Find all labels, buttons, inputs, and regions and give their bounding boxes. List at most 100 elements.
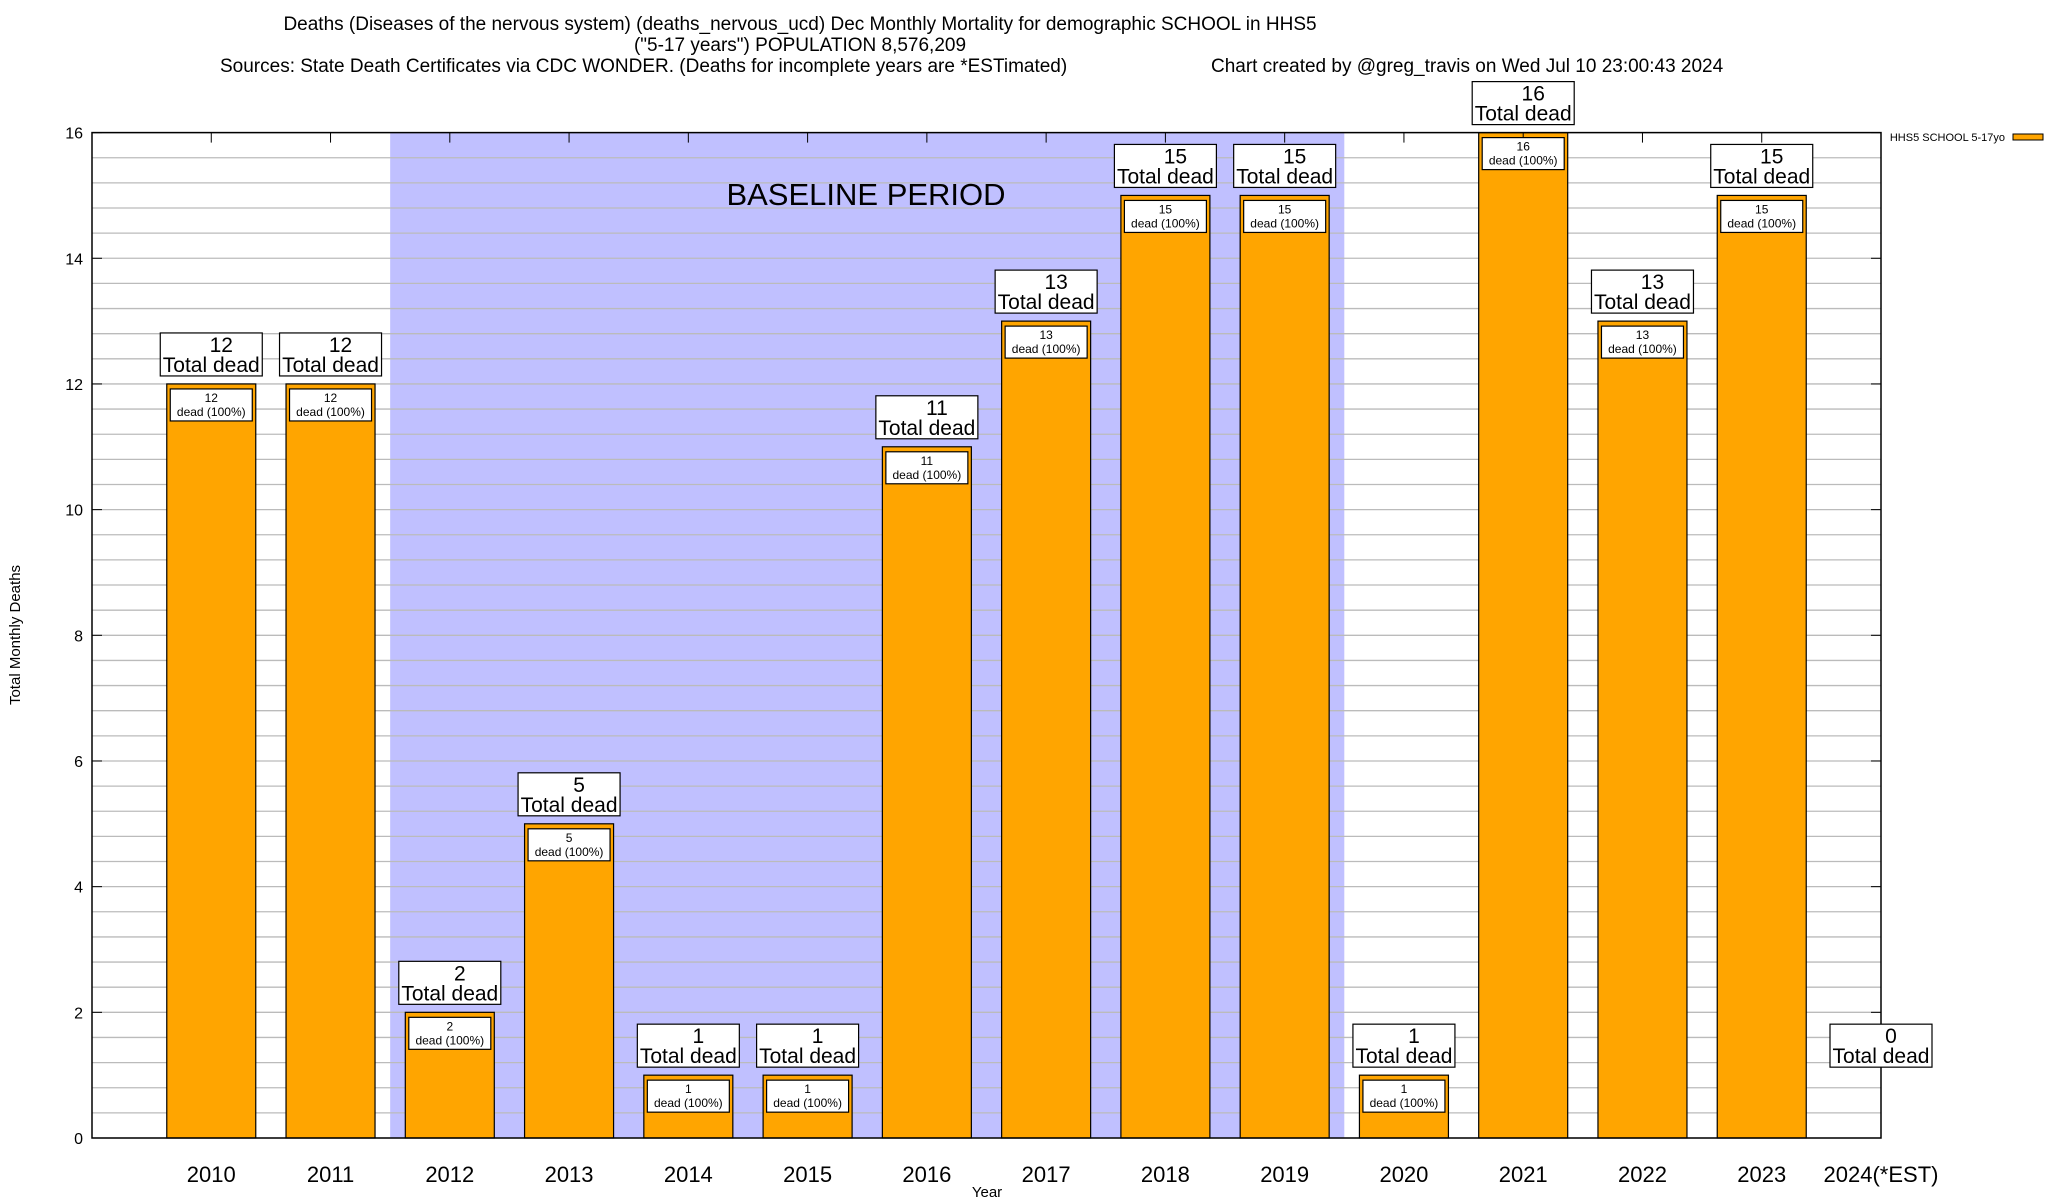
total-label-text: Total dead bbox=[1475, 103, 1572, 126]
bar-inner-label-value: 16 bbox=[1517, 140, 1531, 154]
bar-inner-label-value: 5 bbox=[566, 831, 573, 845]
y-tick-label: 12 bbox=[65, 377, 83, 394]
bar bbox=[1001, 320, 1092, 1139]
x-tick-label: 2015 bbox=[783, 1162, 832, 1187]
total-label-text: Total dead bbox=[759, 1045, 856, 1068]
total-label-value: 1 bbox=[812, 1025, 824, 1048]
total-label-value: 12 bbox=[329, 334, 352, 357]
total-label-text: Total dead bbox=[640, 1045, 737, 1068]
bar-inner-label-text: dead (100%) bbox=[1370, 1096, 1439, 1110]
chart-credit: Chart created by @greg_travis on Wed Jul… bbox=[1211, 56, 1724, 77]
bar-inner-label-value: 15 bbox=[1755, 202, 1769, 216]
bar-inner-label-value: 2 bbox=[446, 1019, 453, 1033]
bar-inner-label-box bbox=[1600, 325, 1685, 359]
x-tick-label: 2016 bbox=[902, 1162, 951, 1187]
x-tick-label: 2021 bbox=[1499, 1162, 1548, 1187]
x-tick-label: 2013 bbox=[545, 1162, 594, 1187]
x-tick-label: 2020 bbox=[1379, 1162, 1428, 1187]
bar-inner-label-text: dead (100%) bbox=[415, 1033, 484, 1047]
x-tick-label: 2024(*EST) bbox=[1824, 1162, 1939, 1187]
bar-inner-label-text: dead (100%) bbox=[893, 468, 962, 482]
bar-inner-label-value: 1 bbox=[1401, 1082, 1408, 1096]
total-label-box bbox=[1113, 143, 1218, 189]
bar-inner-label-box bbox=[1720, 199, 1804, 234]
total-label-value: 11 bbox=[926, 397, 948, 420]
bar-inner-label-text: dead (100%) bbox=[773, 1096, 842, 1110]
bar bbox=[166, 383, 257, 1139]
bar-inner-label-text: dead (100%) bbox=[177, 405, 246, 419]
bar-inner-label-text: dead (100%) bbox=[1131, 216, 1200, 230]
total-label-text: Total dead bbox=[163, 354, 260, 377]
x-tick-label: 2023 bbox=[1737, 1162, 1786, 1187]
y-tick-label: 0 bbox=[74, 1131, 83, 1148]
bar-inner-label-value: 1 bbox=[685, 1082, 692, 1096]
bar-inner-label-text: dead (100%) bbox=[1608, 342, 1677, 356]
total-label-text: Total dead bbox=[401, 982, 498, 1005]
total-label-value: 0 bbox=[1885, 1025, 1897, 1048]
total-label-box bbox=[1352, 1023, 1456, 1068]
total-label-text: Total dead bbox=[998, 291, 1095, 314]
bar-inner-label-box bbox=[885, 451, 969, 485]
x-tick-label: 2022 bbox=[1618, 1162, 1667, 1187]
bar bbox=[523, 823, 615, 1139]
total-label-box bbox=[994, 269, 1098, 314]
total-label-value: 16 bbox=[1522, 83, 1545, 106]
legend: HHS5 SCHOOL 5-17yo bbox=[1890, 132, 2044, 144]
x-tick-label: 2010 bbox=[187, 1162, 236, 1187]
x-axis-label: Year bbox=[972, 1184, 1002, 1200]
y-axis-label: Total Monthly Deaths bbox=[7, 565, 24, 705]
bar-inner-label-box bbox=[1004, 325, 1088, 359]
bar-inner-label-value: 1 bbox=[804, 1082, 811, 1096]
total-label-box bbox=[1829, 1023, 1933, 1068]
total-label-box bbox=[1233, 143, 1337, 189]
total-label-text: Total dead bbox=[1594, 291, 1691, 314]
bar-inner-label-value: 15 bbox=[1278, 202, 1292, 216]
total-label-box bbox=[1710, 143, 1814, 189]
total-label-text: Total dead bbox=[1713, 165, 1810, 188]
bar-inner-label-box bbox=[646, 1079, 730, 1113]
bar-inner-label-box bbox=[288, 388, 373, 422]
bar-inner-label-box bbox=[1123, 199, 1208, 234]
chart-title-line-2: ("5-17 years") POPULATION 8,576,209 bbox=[634, 35, 966, 56]
total-label-box bbox=[755, 1023, 860, 1068]
x-tick-label: 2019 bbox=[1260, 1162, 1309, 1187]
bar bbox=[1120, 194, 1211, 1139]
bar-inner-label-text: dead (100%) bbox=[1012, 342, 1081, 356]
baseline-period-label: BASELINE PERIOD bbox=[726, 177, 1005, 212]
y-tick-label: 6 bbox=[74, 754, 83, 771]
total-label-value: 13 bbox=[1044, 271, 1067, 294]
bar-inner-label-value: 12 bbox=[324, 391, 338, 405]
bar-inner-label-box bbox=[1362, 1079, 1446, 1113]
total-label-value: 15 bbox=[1760, 145, 1783, 168]
bar-inner-label-box bbox=[169, 388, 253, 422]
total-label-text: Total dead bbox=[1236, 165, 1333, 188]
legend-label: HHS5 SCHOOL 5-17yo bbox=[1890, 132, 2005, 144]
total-label-box bbox=[1590, 269, 1695, 314]
y-tick-label: 16 bbox=[65, 126, 83, 143]
total-label-value: 2 bbox=[454, 962, 466, 985]
total-label-box bbox=[636, 1023, 740, 1068]
bar bbox=[1239, 194, 1330, 1139]
total-label-value: 1 bbox=[692, 1025, 704, 1048]
bar bbox=[285, 383, 376, 1139]
bar-inner-label-box bbox=[765, 1079, 850, 1113]
total-label-value: 13 bbox=[1641, 271, 1664, 294]
total-label-text: Total dead bbox=[521, 794, 618, 817]
x-tick-label: 2014 bbox=[664, 1162, 713, 1187]
bar-inner-label-text: dead (100%) bbox=[1727, 216, 1796, 230]
total-label-value: 15 bbox=[1283, 145, 1306, 168]
bar-inner-label-text: dead (100%) bbox=[1489, 154, 1558, 168]
bar-inner-label-value: 12 bbox=[205, 391, 219, 405]
total-label-text: Total dead bbox=[1833, 1045, 1930, 1068]
bar bbox=[1597, 320, 1688, 1139]
bar-inner-label-value: 13 bbox=[1039, 328, 1053, 342]
bar-inner-label-value: 15 bbox=[1159, 202, 1173, 216]
bar-inner-label-value: 11 bbox=[921, 454, 934, 468]
total-label-text: Total dead bbox=[1355, 1045, 1452, 1068]
bar-inner-label-box bbox=[408, 1016, 492, 1050]
y-tick-label: 4 bbox=[74, 880, 83, 897]
x-tick-label: 2017 bbox=[1022, 1162, 1071, 1187]
x-tick-label: 2018 bbox=[1141, 1162, 1190, 1187]
bar bbox=[881, 446, 972, 1139]
